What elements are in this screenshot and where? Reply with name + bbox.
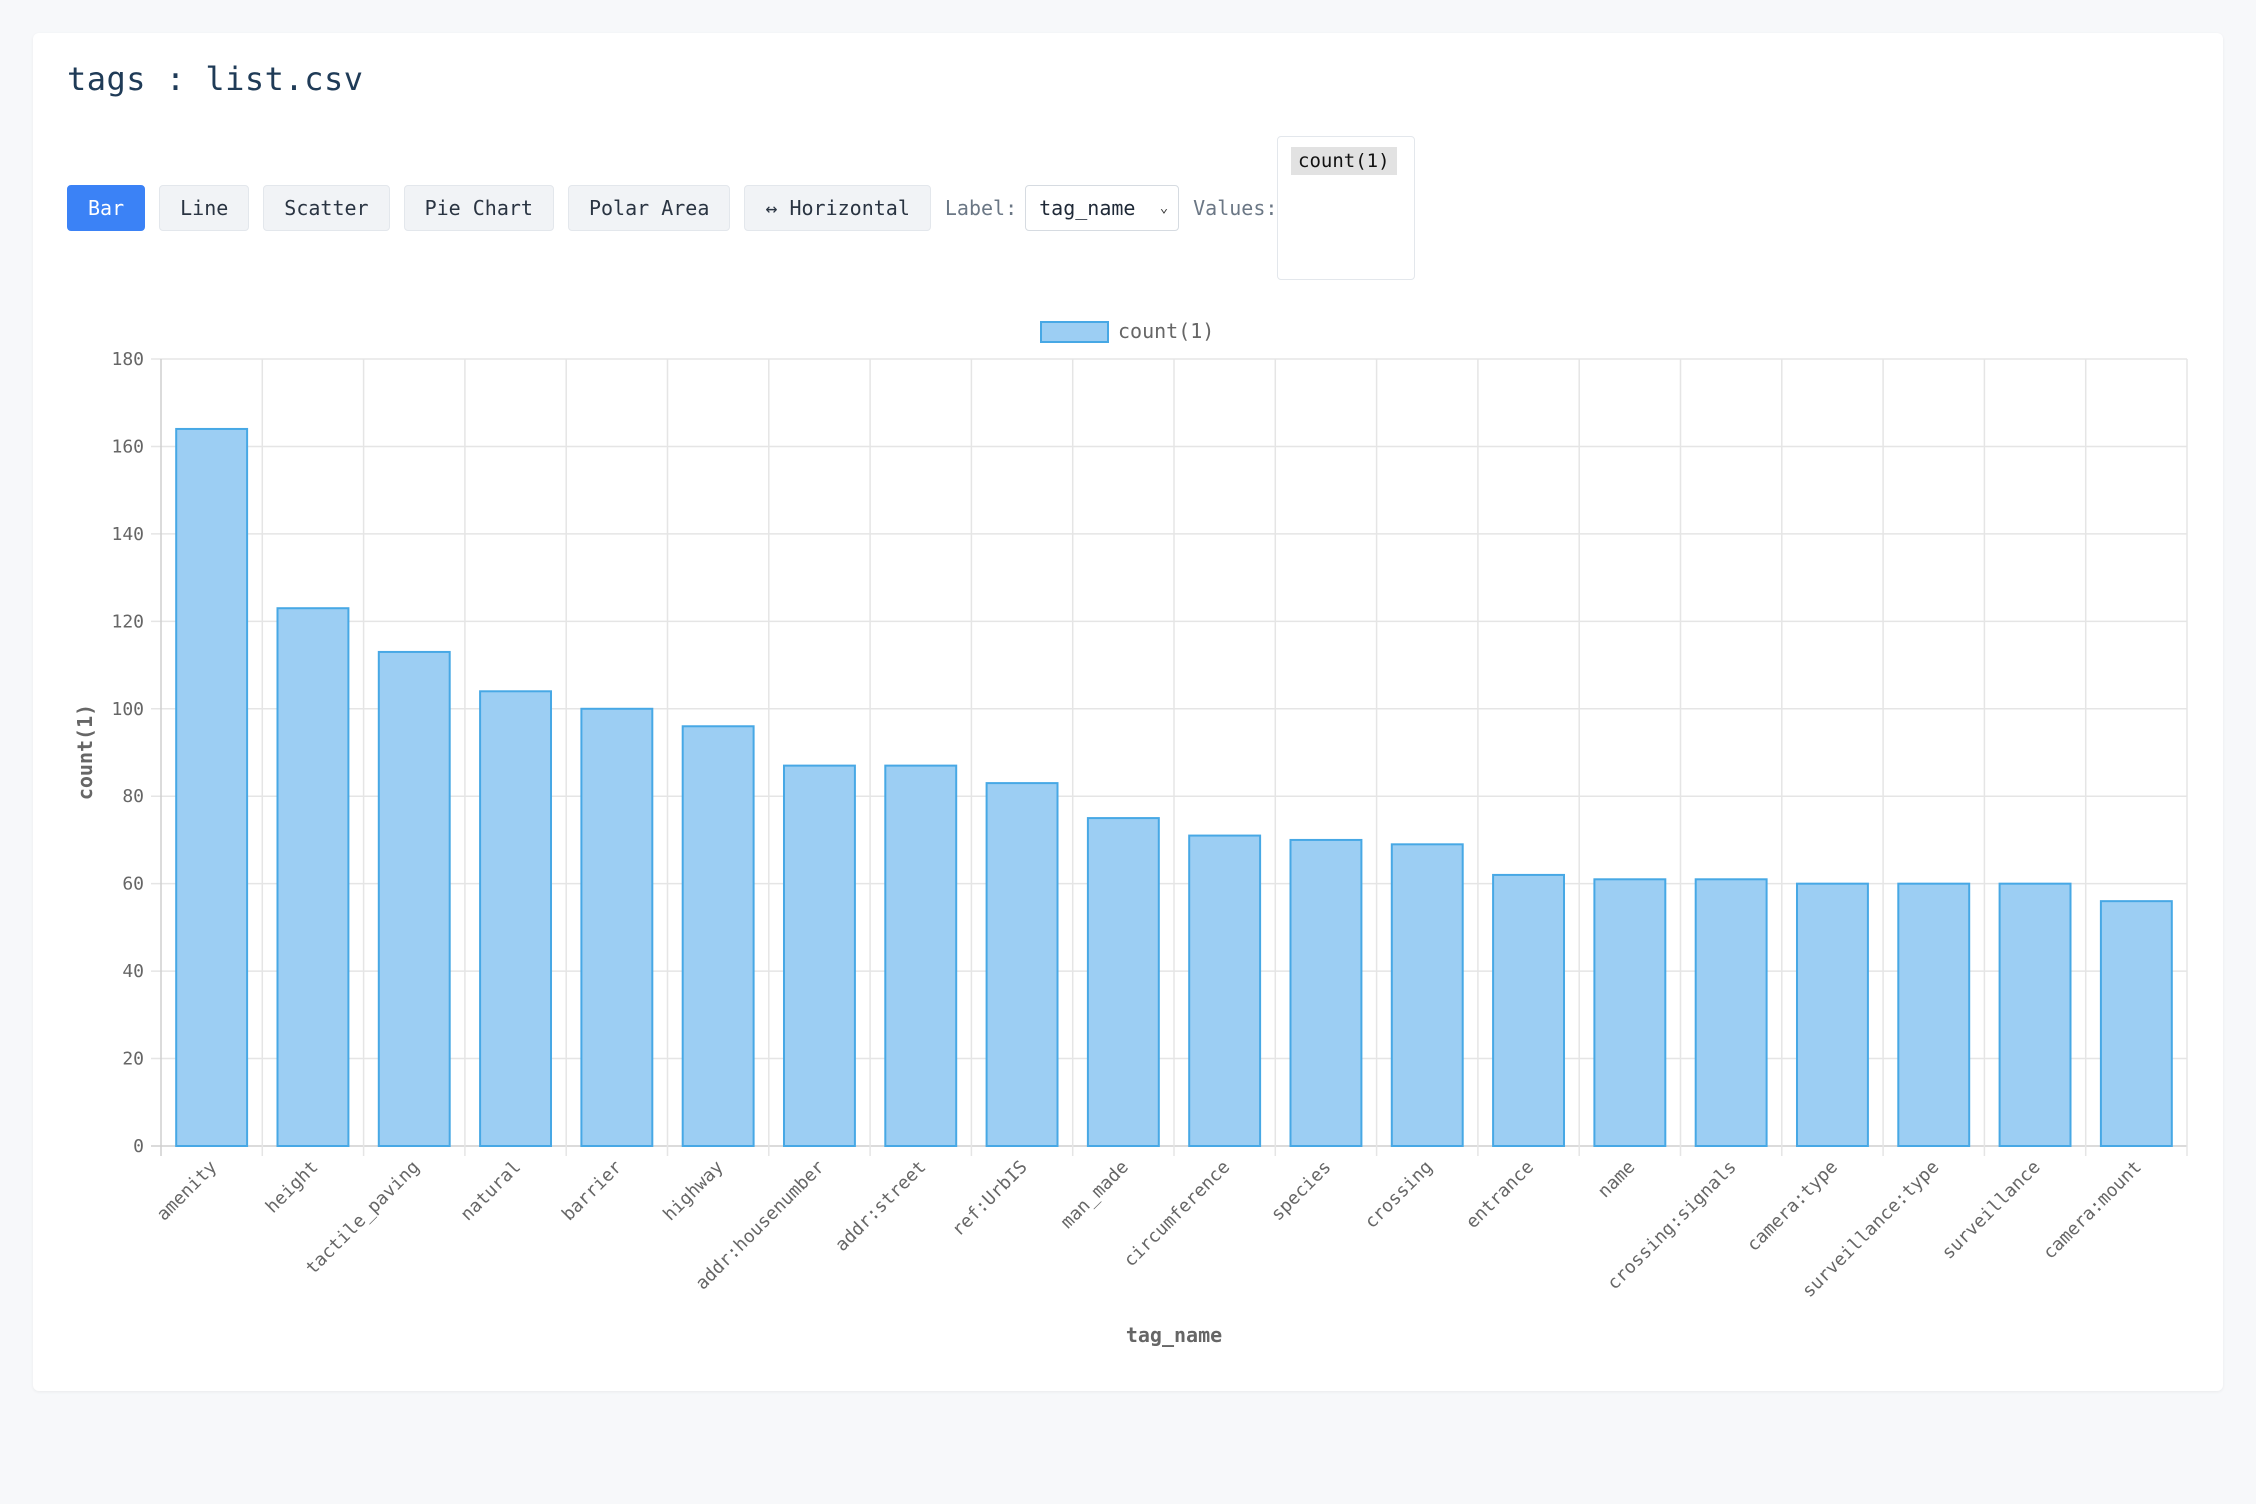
- values-multiselect[interactable]: count(1): [1277, 136, 1415, 280]
- bar: [1289, 838, 1363, 1147]
- bar: [1593, 878, 1667, 1147]
- y-tick-label: 120: [111, 611, 144, 632]
- y-tick-label: 140: [111, 524, 144, 545]
- x-tick-label: camera:mount: [2039, 1157, 2146, 1264]
- label-select[interactable]: tag_name ⌄: [1025, 185, 1180, 231]
- label-select-caption: Label:: [944, 196, 1018, 220]
- values-option-count[interactable]: count(1): [1291, 147, 1397, 175]
- x-tick-label: entrance: [1462, 1157, 1538, 1233]
- x-tick-label: amenity: [153, 1157, 222, 1226]
- chevron-down-icon: ⌄: [1159, 200, 1169, 216]
- bar: [1086, 817, 1160, 1147]
- bar: [276, 607, 350, 1147]
- bar: [1998, 882, 2072, 1148]
- scatter-chart-button[interactable]: Scatter: [263, 185, 390, 231]
- y-tick-label: 20: [122, 1049, 144, 1070]
- bar: [985, 782, 1059, 1147]
- label-select-value: tag_name: [1039, 196, 1136, 220]
- x-tick-label: camera:type: [1743, 1157, 1842, 1256]
- x-tick-label: man_made: [1057, 1157, 1133, 1233]
- x-tick-label: natural: [457, 1157, 525, 1225]
- x-tick-label: surveillance: [1938, 1157, 2045, 1264]
- horizontal-toggle-button[interactable]: ↔ Horizontal: [744, 185, 931, 231]
- line-chart-button[interactable]: Line: [159, 185, 250, 231]
- bar: [377, 650, 451, 1147]
- bar: [1795, 882, 1869, 1148]
- bar: [681, 725, 755, 1147]
- values-select-caption: Values:: [1193, 196, 1278, 220]
- y-tick-label: 80: [122, 786, 144, 807]
- y-tick-label: 100: [111, 699, 144, 720]
- y-axis-title: count(1): [73, 704, 97, 800]
- pie-chart-button[interactable]: Pie Chart: [403, 185, 554, 231]
- x-tick-label: name: [1594, 1157, 1640, 1203]
- page-title: tags : list.csv: [67, 60, 364, 98]
- y-tick-label: 0: [133, 1136, 144, 1157]
- x-tick-label: addr:street: [831, 1157, 930, 1256]
- bar: [2099, 900, 2173, 1148]
- bar: [884, 764, 958, 1147]
- y-tick-label: 160: [111, 436, 144, 457]
- bar: [175, 427, 249, 1147]
- bar: [1694, 878, 1768, 1147]
- bar: [580, 707, 654, 1147]
- polar-area-button[interactable]: Polar Area: [567, 185, 731, 231]
- bar: [1897, 882, 1971, 1148]
- bar: [782, 764, 856, 1147]
- chart-toolbar: Bar Line Scatter Pie Chart Polar Area ↔ …: [67, 185, 1285, 231]
- x-tick-label: height: [262, 1157, 323, 1218]
- x-tick-label: highway: [659, 1157, 728, 1226]
- bar-chart-button[interactable]: Bar: [67, 185, 146, 231]
- x-axis-title: tag_name: [1126, 1323, 1222, 1347]
- bar: [1188, 834, 1262, 1147]
- x-tick-label: ref:UrbIS: [948, 1157, 1032, 1241]
- bar: [479, 690, 553, 1147]
- x-tick-label: tactile_paving: [302, 1157, 424, 1279]
- y-tick-label: 180: [111, 349, 144, 370]
- legend-label: count(1): [1118, 319, 1214, 343]
- legend-swatch: [1040, 321, 1109, 343]
- bar: [1390, 843, 1464, 1147]
- x-tick-label: barrier: [558, 1157, 627, 1226]
- y-tick-label: 60: [122, 874, 144, 895]
- bar: [1492, 873, 1566, 1148]
- y-tick-label: 40: [122, 961, 144, 982]
- x-tick-label: species: [1267, 1157, 1335, 1225]
- x-tick-label: circumference: [1120, 1157, 1234, 1271]
- x-tick-label: crossing: [1361, 1157, 1437, 1233]
